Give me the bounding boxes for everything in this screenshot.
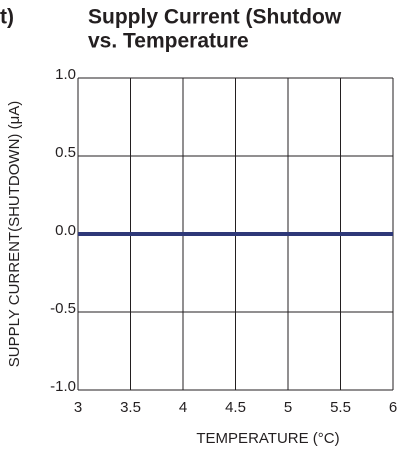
x-tick-label: 3: [74, 399, 82, 416]
chart-subtitle: vs. Temperature: [88, 30, 249, 53]
y-tick-label: 0.5: [55, 144, 76, 161]
y-tick-label: -0.5: [50, 300, 76, 317]
x-tick-label: 4.5: [225, 399, 246, 416]
clipped-annotation: t): [0, 6, 14, 29]
x-tick-label: 5.5: [330, 399, 351, 416]
x-tick-label: 5: [284, 399, 292, 416]
y-tick-label: 0.0: [55, 222, 76, 239]
x-axis-label: TEMPERATURE (°C): [196, 430, 339, 447]
x-tick-label: 3.5: [120, 399, 141, 416]
y-axis-label: SUPPLY CURRENT(SHUTDOWN) (μA): [6, 101, 23, 367]
x-tick-label: 4: [179, 399, 187, 416]
x-tick-label: 6: [389, 399, 397, 416]
y-tick-label: -1.0: [50, 378, 76, 395]
y-tick-label: 1.0: [55, 66, 76, 83]
chart-title: Supply Current (Shutdow: [88, 6, 342, 29]
